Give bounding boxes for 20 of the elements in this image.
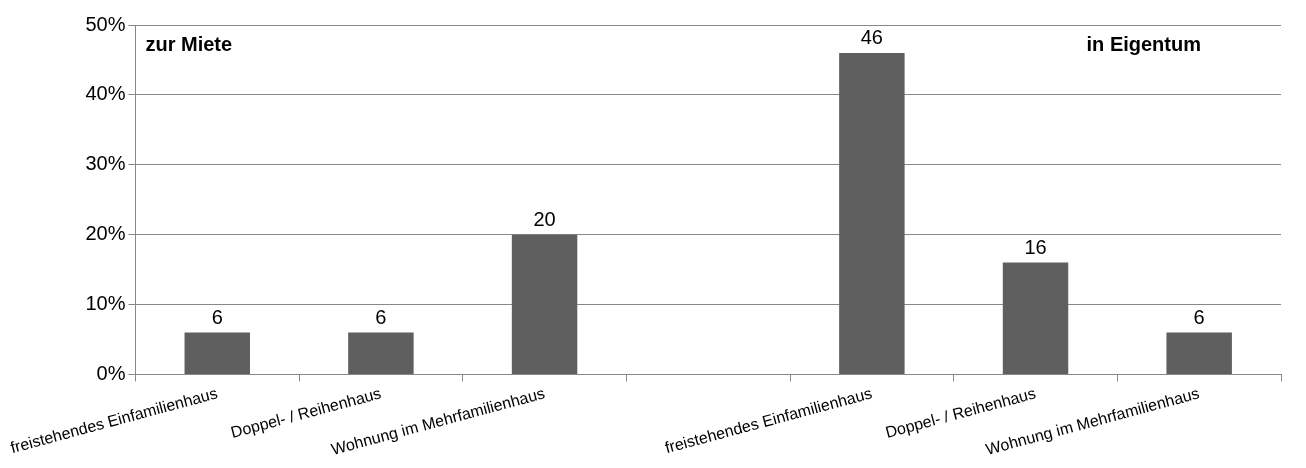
y-tick-label: 40% [85,82,126,105]
data-label: 6 [211,306,223,329]
bar [1002,262,1069,374]
data-label: 20 [533,208,556,231]
data-label: 46 [860,26,883,49]
y-tick-label: 30% [85,152,126,175]
annotation: zur Miete [145,32,233,55]
y-tick-label: 0% [96,361,126,384]
bar [839,52,905,374]
annotation: in Eigentum [1086,32,1201,55]
bar [511,234,578,374]
y-tick-label: 10% [85,292,126,315]
y-tick-label: 50% [85,12,126,35]
data-label: 6 [375,306,387,329]
data-label: 16 [1024,236,1047,259]
bar [348,332,414,374]
data-label: 6 [1193,306,1205,329]
y-tick-label: 20% [85,222,126,245]
bar [1166,332,1232,374]
bar [184,332,250,374]
